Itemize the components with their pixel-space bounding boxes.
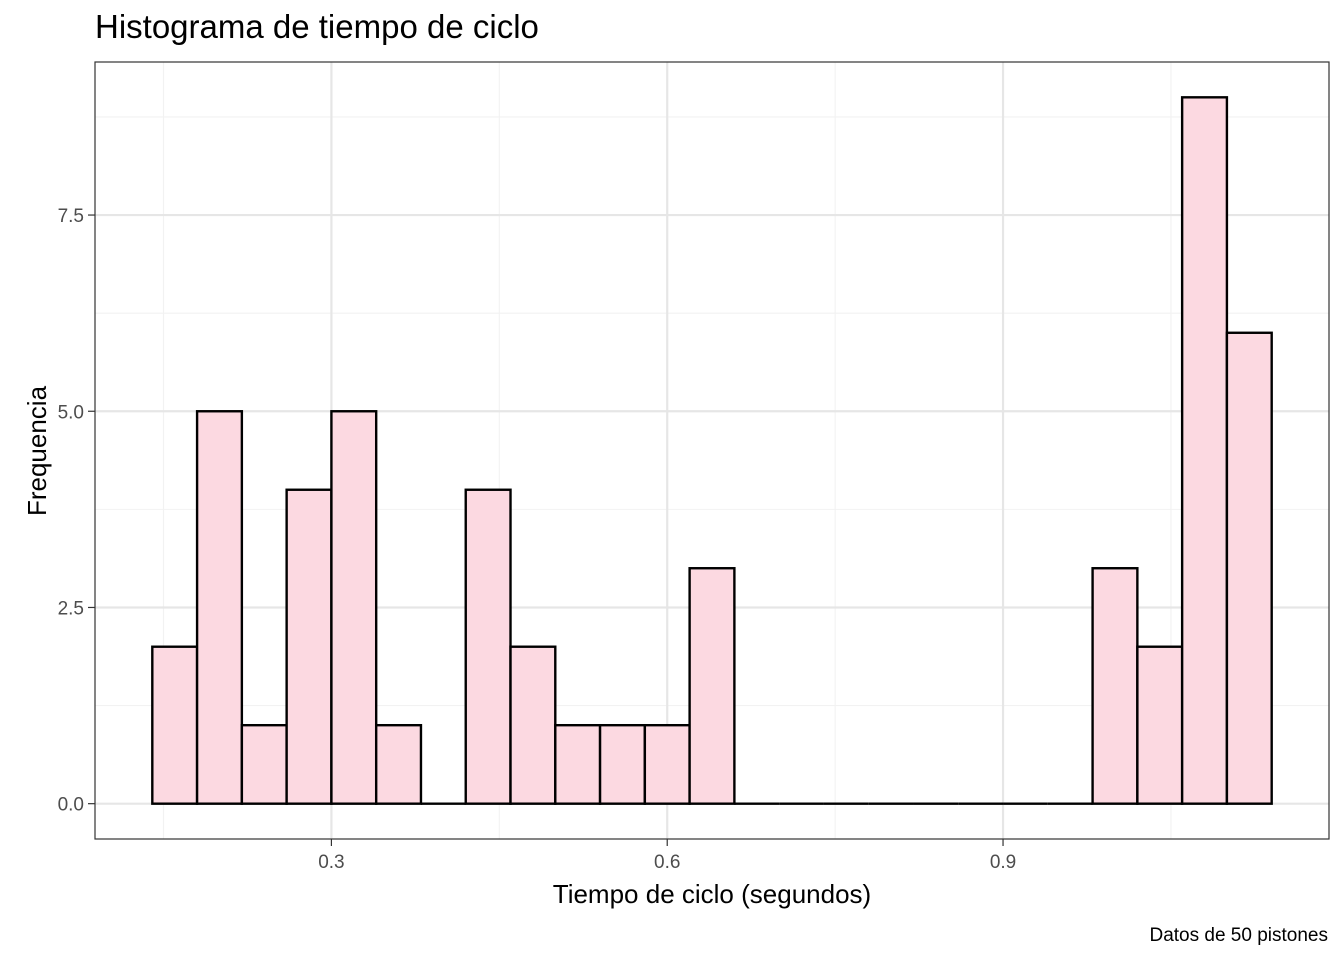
histogram-bar [598,723,647,805]
grid-lines [95,62,1329,839]
chart-title: Histograma de tiempo de ciclo [95,8,539,45]
y-tick-label: 5.0 [58,402,84,423]
histogram-bar [151,645,199,805]
histogram-bar [509,645,557,805]
x-tick-label: 0.3 [318,852,344,873]
histogram-bars [151,96,1273,805]
x-tick-label: 0.6 [654,852,680,873]
histogram-bar [688,567,736,805]
axes: 0.3 0.6 0.9 0.0 2.5 5.0 7.5 [58,206,1017,873]
histogram-bar [330,410,378,805]
caption: Datos de 50 pistones [1149,925,1328,946]
histogram-bar [240,723,288,805]
y-axis-title: Frequencia [22,385,52,516]
histogram-bar [1225,331,1273,805]
histogram-bar [195,410,244,805]
x-axis-title: Tiempo de ciclo (segundos) [553,879,871,909]
histogram-bar [1180,96,1229,805]
y-tick-label: 2.5 [58,598,84,619]
histogram-bar [1091,567,1139,805]
histogram-bar [285,488,333,805]
histogram-bar [464,488,512,805]
histogram-bar [643,723,691,805]
histogram-bar [374,723,423,805]
y-tick-label: 7.5 [58,206,84,227]
histogram-bar [1136,645,1184,805]
x-tick-label: 0.9 [990,852,1016,873]
y-tick-label: 0.0 [58,795,84,816]
panel-border [94,61,1330,840]
histogram-bar [554,723,602,805]
